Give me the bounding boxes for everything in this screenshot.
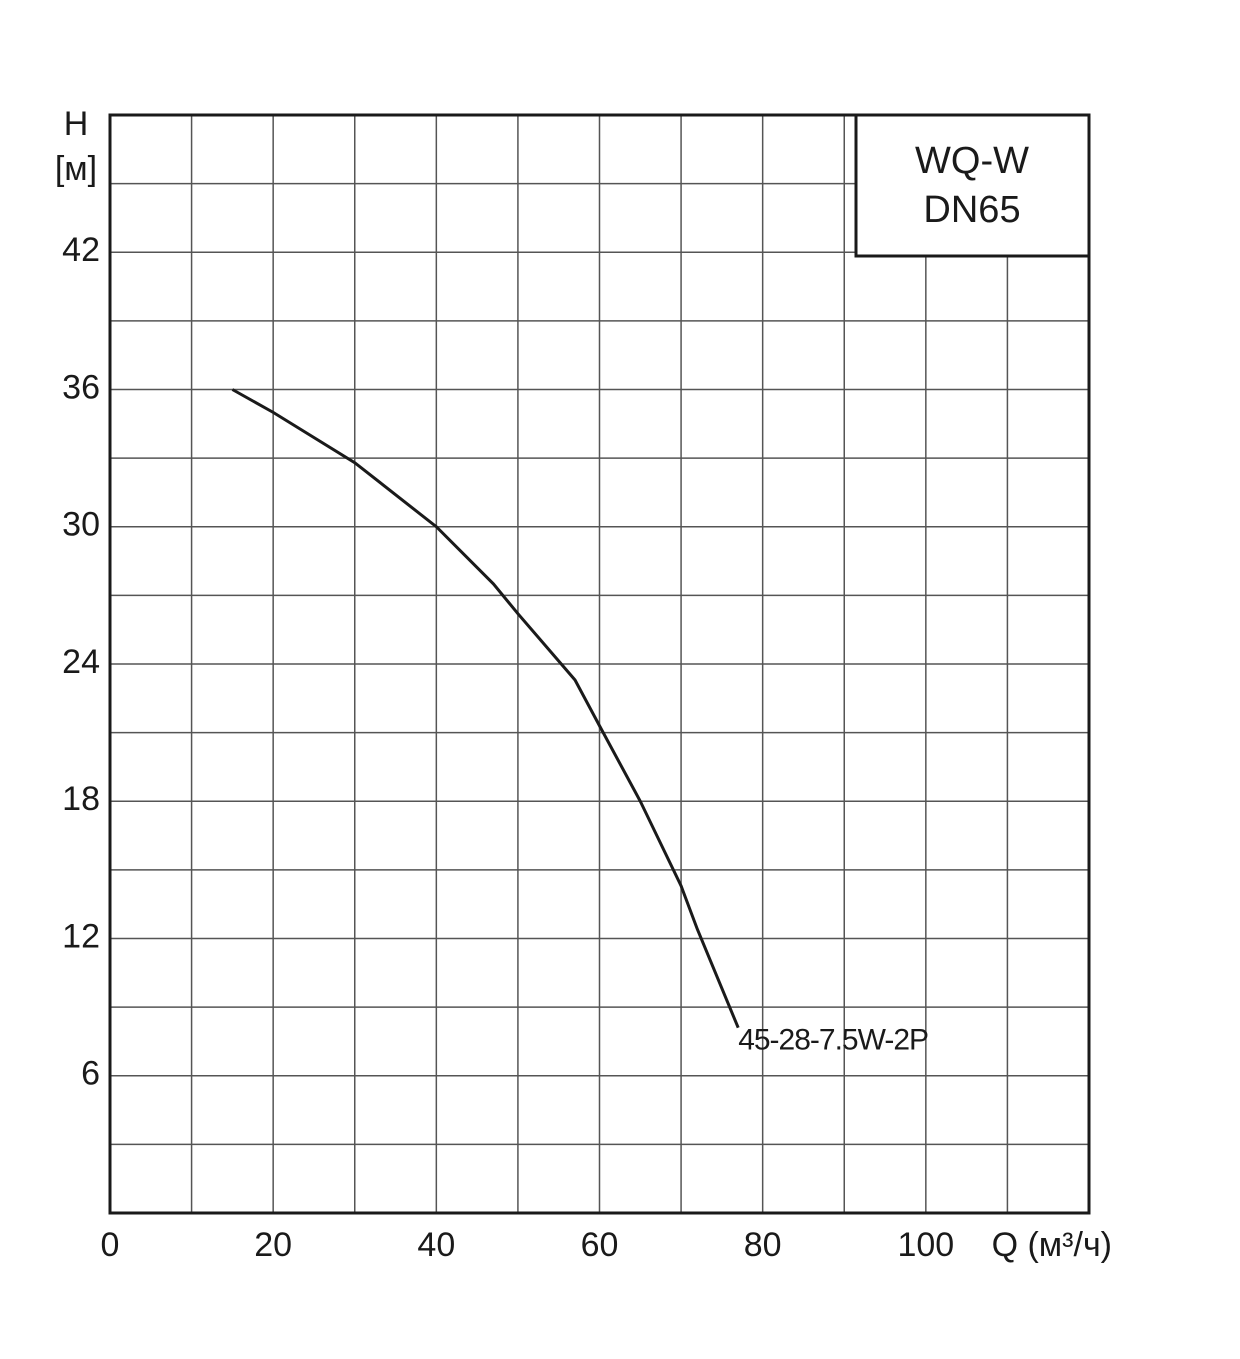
y-label: H: [64, 105, 89, 143]
x-tick-label: 60: [581, 1226, 619, 1264]
title-box: [854, 113, 1091, 258]
y-tick-label: 6: [81, 1055, 100, 1093]
x-tick-label: 100: [897, 1226, 954, 1264]
title-box-text: WQ-W: [915, 140, 1029, 182]
x-tick-label: 80: [744, 1226, 782, 1264]
x-tick-label: 40: [417, 1226, 455, 1264]
title-box-text: DN65: [923, 189, 1020, 231]
curve: [231, 388, 740, 1029]
y-tick-label: 42: [62, 231, 100, 269]
y-tick-label: 12: [62, 917, 100, 955]
y-tick-label: 24: [62, 643, 100, 681]
x-label: Q (м³/ч): [992, 1226, 1112, 1264]
plot-frame: [108, 113, 1091, 1215]
y-label: [м]: [55, 150, 97, 188]
y-tick-label: 30: [62, 506, 100, 544]
series-label: 45-28-7.5W-2P: [738, 1024, 928, 1057]
x-tick-label: 20: [254, 1226, 292, 1264]
y-tick-label: 18: [62, 780, 100, 818]
y-tick-label: 36: [62, 368, 100, 406]
x-tick-label: 0: [101, 1226, 120, 1264]
